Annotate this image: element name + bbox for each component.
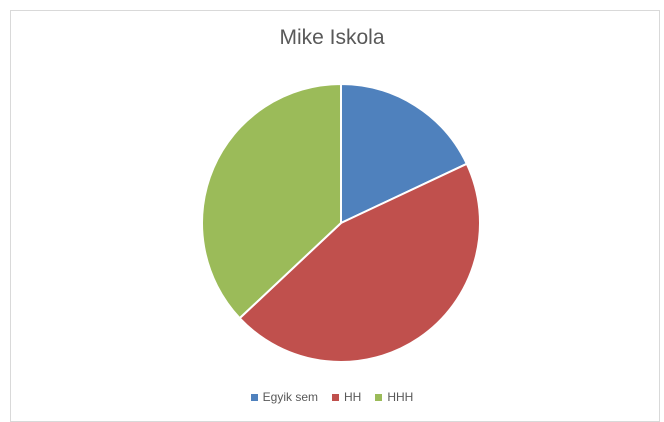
pie-slice-hhh [201, 82, 342, 320]
legend-swatch [250, 393, 258, 401]
legend-label: HHH [387, 390, 414, 404]
legend-swatch [332, 393, 339, 401]
legend-item-hhh: HHH [375, 390, 413, 404]
pie-slice-egyik-sem [340, 82, 469, 225]
legend-label: Egyik sem [262, 390, 318, 404]
chart-title: Mike Iskola [279, 26, 385, 49]
legend-swatch [375, 393, 383, 401]
legend-label: HH [344, 390, 362, 404]
legend-item-egyik-sem: Egyik sem [250, 390, 318, 404]
pie-slice-hh [238, 162, 481, 363]
chart-legend: Egyik sem HH HHH [0, 390, 664, 404]
legend-item-hh: HH [332, 390, 361, 404]
